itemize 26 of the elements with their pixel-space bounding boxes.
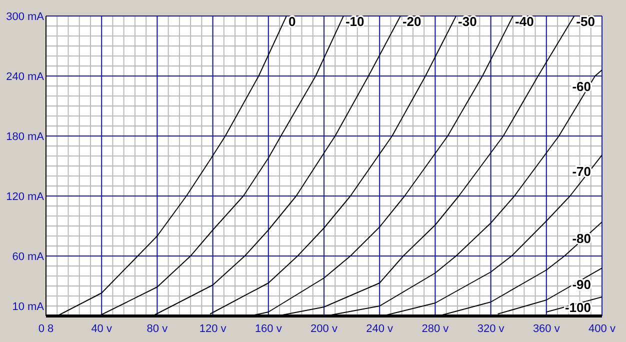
series-label: -70 — [572, 164, 591, 179]
x-tick-label: 0 8 — [38, 322, 54, 335]
series-label: 0 — [288, 14, 296, 29]
y-tick-label: 10 mA — [12, 301, 45, 313]
y-tick-label: 120 mA — [6, 191, 45, 203]
x-tick-label: 400 v — [588, 322, 616, 335]
x-tick-label: 80 v — [146, 322, 168, 335]
y-tick-label: 300 mA — [6, 11, 45, 23]
x-tick-label: 40 v — [91, 322, 112, 335]
y-tick-label: 240 mA — [6, 71, 45, 83]
x-tick-label: 320 v — [477, 322, 505, 335]
y-tick-label: 60 mA — [12, 251, 45, 263]
y-tick-label: 180 mA — [6, 131, 45, 143]
series-label: -10 — [345, 14, 364, 29]
x-tick-label: 280 v — [422, 322, 450, 335]
x-tick-label: 240 v — [366, 322, 394, 335]
x-tick-label: 160 v — [254, 322, 282, 335]
series-label: -50 — [576, 14, 595, 29]
x-tick-label: 120 v — [199, 322, 227, 335]
series-label: -30 — [458, 14, 477, 29]
x-tick-label: 360 v — [532, 322, 560, 335]
x-tick-label: 200 v — [310, 322, 338, 335]
series-label: -40 — [515, 14, 534, 29]
series-label: -90 — [572, 277, 591, 292]
series-label: -100 — [564, 300, 591, 315]
series-label: -20 — [402, 14, 422, 29]
